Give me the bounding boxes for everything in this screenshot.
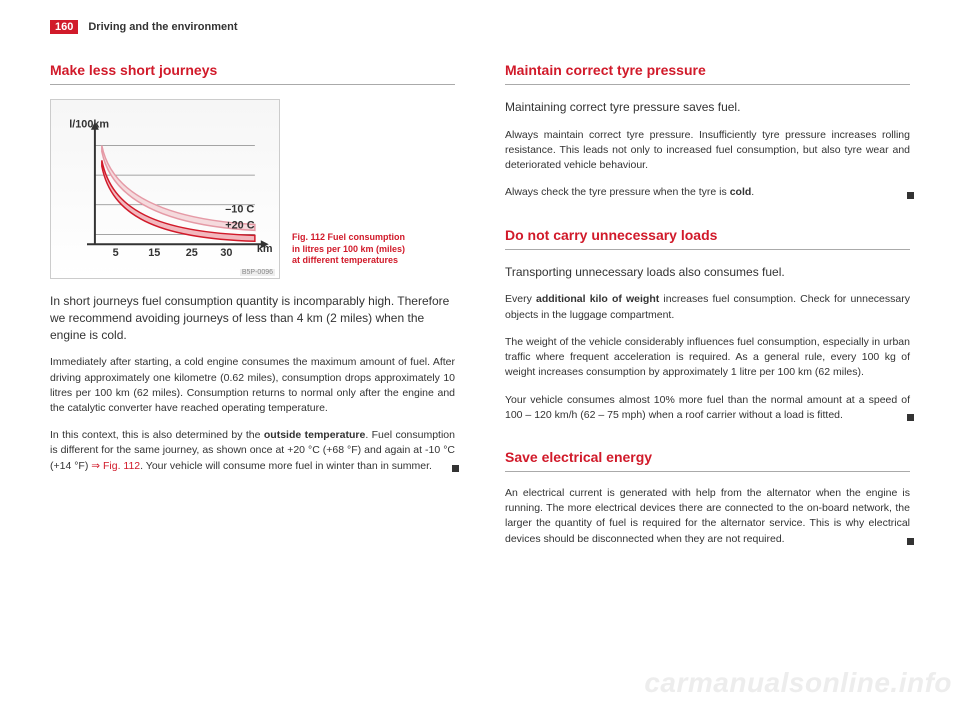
heading-electrical: Save electrical energy: [505, 449, 910, 465]
left-column: Make less short journeys: [50, 62, 455, 559]
text: Always check the tyre pressure when the …: [505, 186, 730, 198]
y-axis-label: l/100km: [69, 119, 109, 131]
text: .: [751, 186, 754, 198]
page: 160 Driving and the environment Make les…: [0, 0, 960, 559]
para-loads-3: Your vehicle consumes almost 10% more fu…: [505, 393, 910, 423]
end-marker-icon: [907, 192, 914, 199]
right-column: Maintain correct tyre pressure Maintaini…: [505, 62, 910, 559]
intro-tyre: Maintaining correct tyre pressure saves …: [505, 99, 910, 116]
svg-text:5: 5: [113, 247, 119, 259]
text: Your vehicle consumes almost 10% more fu…: [505, 394, 910, 421]
text-bold: cold: [730, 186, 752, 198]
content-columns: Make less short journeys: [50, 62, 910, 559]
rule: [50, 84, 455, 85]
svg-text:25: 25: [186, 247, 198, 259]
figure-reference: ⇒ Fig. 112: [91, 460, 140, 472]
para-tyre-2: Always check the tyre pressure when the …: [505, 185, 910, 200]
intro-loads: Transporting unnecessary loads also cons…: [505, 264, 910, 281]
chart-code: B5P-0096: [240, 269, 275, 276]
watermark: carmanualsonline.info: [644, 667, 952, 699]
chart-svg: l/100km km 5 15 25 30 –10 C +20 C: [57, 106, 275, 264]
para-electrical: An electrical current is generated with …: [505, 486, 910, 547]
end-marker-icon: [907, 538, 914, 545]
end-marker-icon: [452, 465, 459, 472]
heading-tyre-pressure: Maintain correct tyre pressure: [505, 62, 910, 78]
rule: [505, 249, 910, 250]
text: . Your vehicle will consume more fuel in…: [140, 460, 432, 472]
figure-caption: Fig. 112 Fuel consumption in litres per …: [292, 232, 412, 279]
section-title: Driving and the environment: [88, 21, 237, 33]
para-loads-2: The weight of the vehicle considerably i…: [505, 335, 910, 381]
heading-unnecessary-loads: Do not carry unnecessary loads: [505, 227, 910, 243]
heading-short-journeys: Make less short journeys: [50, 62, 455, 78]
text-bold: outside temperature: [264, 429, 365, 441]
para-tyre-1: Always maintain correct tyre pressure. I…: [505, 128, 910, 174]
x-axis-label: km: [257, 243, 273, 255]
figure-block: l/100km km 5 15 25 30 –10 C +20 C B5P-00…: [50, 99, 455, 279]
text: An electrical current is generated with …: [505, 487, 910, 545]
rule: [505, 84, 910, 85]
svg-text:30: 30: [220, 247, 232, 259]
page-header: 160 Driving and the environment: [50, 20, 910, 34]
svg-text:15: 15: [148, 247, 160, 259]
end-marker-icon: [907, 414, 914, 421]
text: Every: [505, 293, 536, 305]
text: In this context, this is also determined…: [50, 429, 264, 441]
para-loads-1: Every additional kilo of weight increase…: [505, 292, 910, 322]
text-bold: additional kilo of weight: [536, 293, 659, 305]
para-outside-temp: In this context, this is also determined…: [50, 428, 455, 474]
para-cold-engine: Immediately after starting, a cold engin…: [50, 355, 455, 416]
svg-text:+20 C: +20 C: [225, 219, 254, 231]
intro-short-journeys: In short journeys fuel consumption quant…: [50, 293, 455, 343]
svg-text:–10 C: –10 C: [225, 204, 254, 216]
rule: [505, 471, 910, 472]
fuel-consumption-chart: l/100km km 5 15 25 30 –10 C +20 C B5P-00…: [50, 99, 280, 279]
page-number: 160: [50, 20, 78, 34]
